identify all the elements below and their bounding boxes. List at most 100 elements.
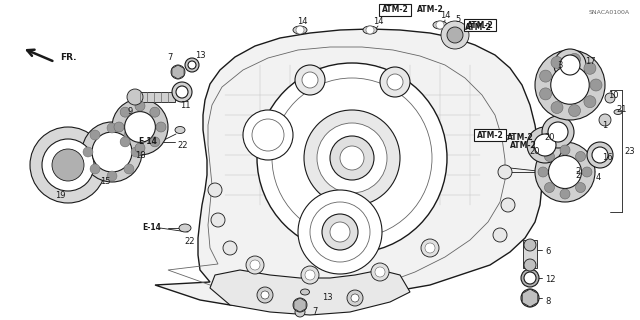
Circle shape [257, 287, 273, 303]
Circle shape [330, 136, 374, 180]
Text: 19: 19 [55, 190, 65, 199]
Circle shape [592, 147, 608, 163]
Circle shape [599, 114, 611, 126]
Text: 17: 17 [585, 58, 595, 67]
Circle shape [171, 65, 185, 79]
Circle shape [42, 139, 94, 191]
Text: 7: 7 [312, 308, 317, 316]
Bar [379, 4, 411, 16]
Circle shape [527, 127, 563, 163]
Bar [523, 240, 537, 268]
Circle shape [127, 89, 143, 105]
Ellipse shape [301, 289, 310, 295]
Circle shape [150, 107, 160, 117]
Circle shape [560, 189, 570, 199]
Text: 12: 12 [545, 276, 556, 284]
Circle shape [156, 122, 166, 132]
Text: ATM-2: ATM-2 [467, 20, 493, 29]
Circle shape [322, 214, 358, 250]
Circle shape [535, 142, 595, 202]
Circle shape [540, 70, 552, 82]
Ellipse shape [433, 21, 447, 29]
Circle shape [441, 21, 469, 49]
Circle shape [302, 72, 318, 88]
Text: 2: 2 [575, 171, 580, 180]
Circle shape [587, 142, 613, 168]
Circle shape [82, 122, 142, 182]
Text: ATM-2: ATM-2 [465, 22, 492, 31]
Text: ATM-2: ATM-2 [417, 5, 444, 14]
Circle shape [125, 112, 156, 142]
Circle shape [538, 167, 548, 177]
Text: E-14: E-14 [139, 138, 157, 147]
Text: ATM-2: ATM-2 [477, 131, 504, 140]
Circle shape [124, 130, 134, 140]
Circle shape [545, 151, 554, 162]
Circle shape [551, 57, 563, 68]
Circle shape [371, 263, 389, 281]
Circle shape [551, 66, 589, 104]
Circle shape [211, 213, 225, 227]
Circle shape [605, 93, 615, 103]
Circle shape [351, 294, 359, 302]
Circle shape [540, 88, 552, 100]
Circle shape [114, 122, 124, 132]
Circle shape [135, 101, 145, 111]
Text: ATM-2: ATM-2 [510, 140, 537, 149]
Circle shape [554, 49, 586, 81]
Text: 3: 3 [557, 60, 563, 69]
Text: 18: 18 [134, 150, 145, 159]
Text: 20: 20 [530, 148, 540, 156]
Circle shape [560, 55, 580, 75]
Text: SNACA0100A: SNACA0100A [589, 10, 630, 15]
Text: 11: 11 [180, 100, 190, 109]
Text: E-14: E-14 [143, 223, 161, 233]
Circle shape [380, 67, 410, 97]
Circle shape [92, 132, 132, 172]
Circle shape [124, 164, 134, 174]
Circle shape [52, 149, 84, 181]
Circle shape [295, 307, 305, 317]
Circle shape [330, 222, 350, 242]
Circle shape [243, 110, 293, 160]
Text: 15: 15 [100, 178, 110, 187]
Circle shape [366, 26, 374, 34]
Circle shape [107, 123, 117, 133]
Circle shape [340, 146, 364, 170]
Circle shape [112, 99, 168, 155]
Ellipse shape [179, 224, 191, 232]
Circle shape [120, 137, 130, 147]
Text: 6: 6 [545, 247, 550, 257]
Circle shape [521, 269, 539, 287]
Circle shape [521, 289, 539, 307]
Circle shape [551, 101, 563, 114]
Text: 21: 21 [617, 106, 627, 115]
Text: 1: 1 [602, 122, 607, 131]
Circle shape [436, 21, 444, 29]
Circle shape [317, 123, 387, 193]
Circle shape [208, 183, 222, 197]
Text: 14: 14 [440, 11, 451, 20]
Circle shape [524, 272, 536, 284]
Text: 23: 23 [625, 147, 636, 156]
Bar [474, 129, 506, 141]
Circle shape [298, 190, 382, 274]
Text: 16: 16 [602, 154, 612, 163]
Circle shape [575, 151, 586, 162]
Circle shape [90, 164, 100, 174]
Text: 20: 20 [545, 133, 556, 142]
Text: FR.: FR. [60, 53, 77, 62]
Circle shape [493, 228, 507, 242]
Text: 9: 9 [127, 108, 132, 116]
Text: ATM-2: ATM-2 [507, 133, 533, 142]
Circle shape [250, 260, 260, 270]
Text: 22: 22 [185, 237, 195, 246]
Circle shape [261, 291, 269, 299]
Circle shape [447, 27, 463, 43]
Circle shape [560, 145, 570, 155]
Circle shape [375, 267, 385, 277]
Circle shape [107, 171, 117, 181]
Text: 14: 14 [297, 18, 307, 27]
Circle shape [584, 62, 596, 74]
Text: 13: 13 [195, 51, 205, 60]
